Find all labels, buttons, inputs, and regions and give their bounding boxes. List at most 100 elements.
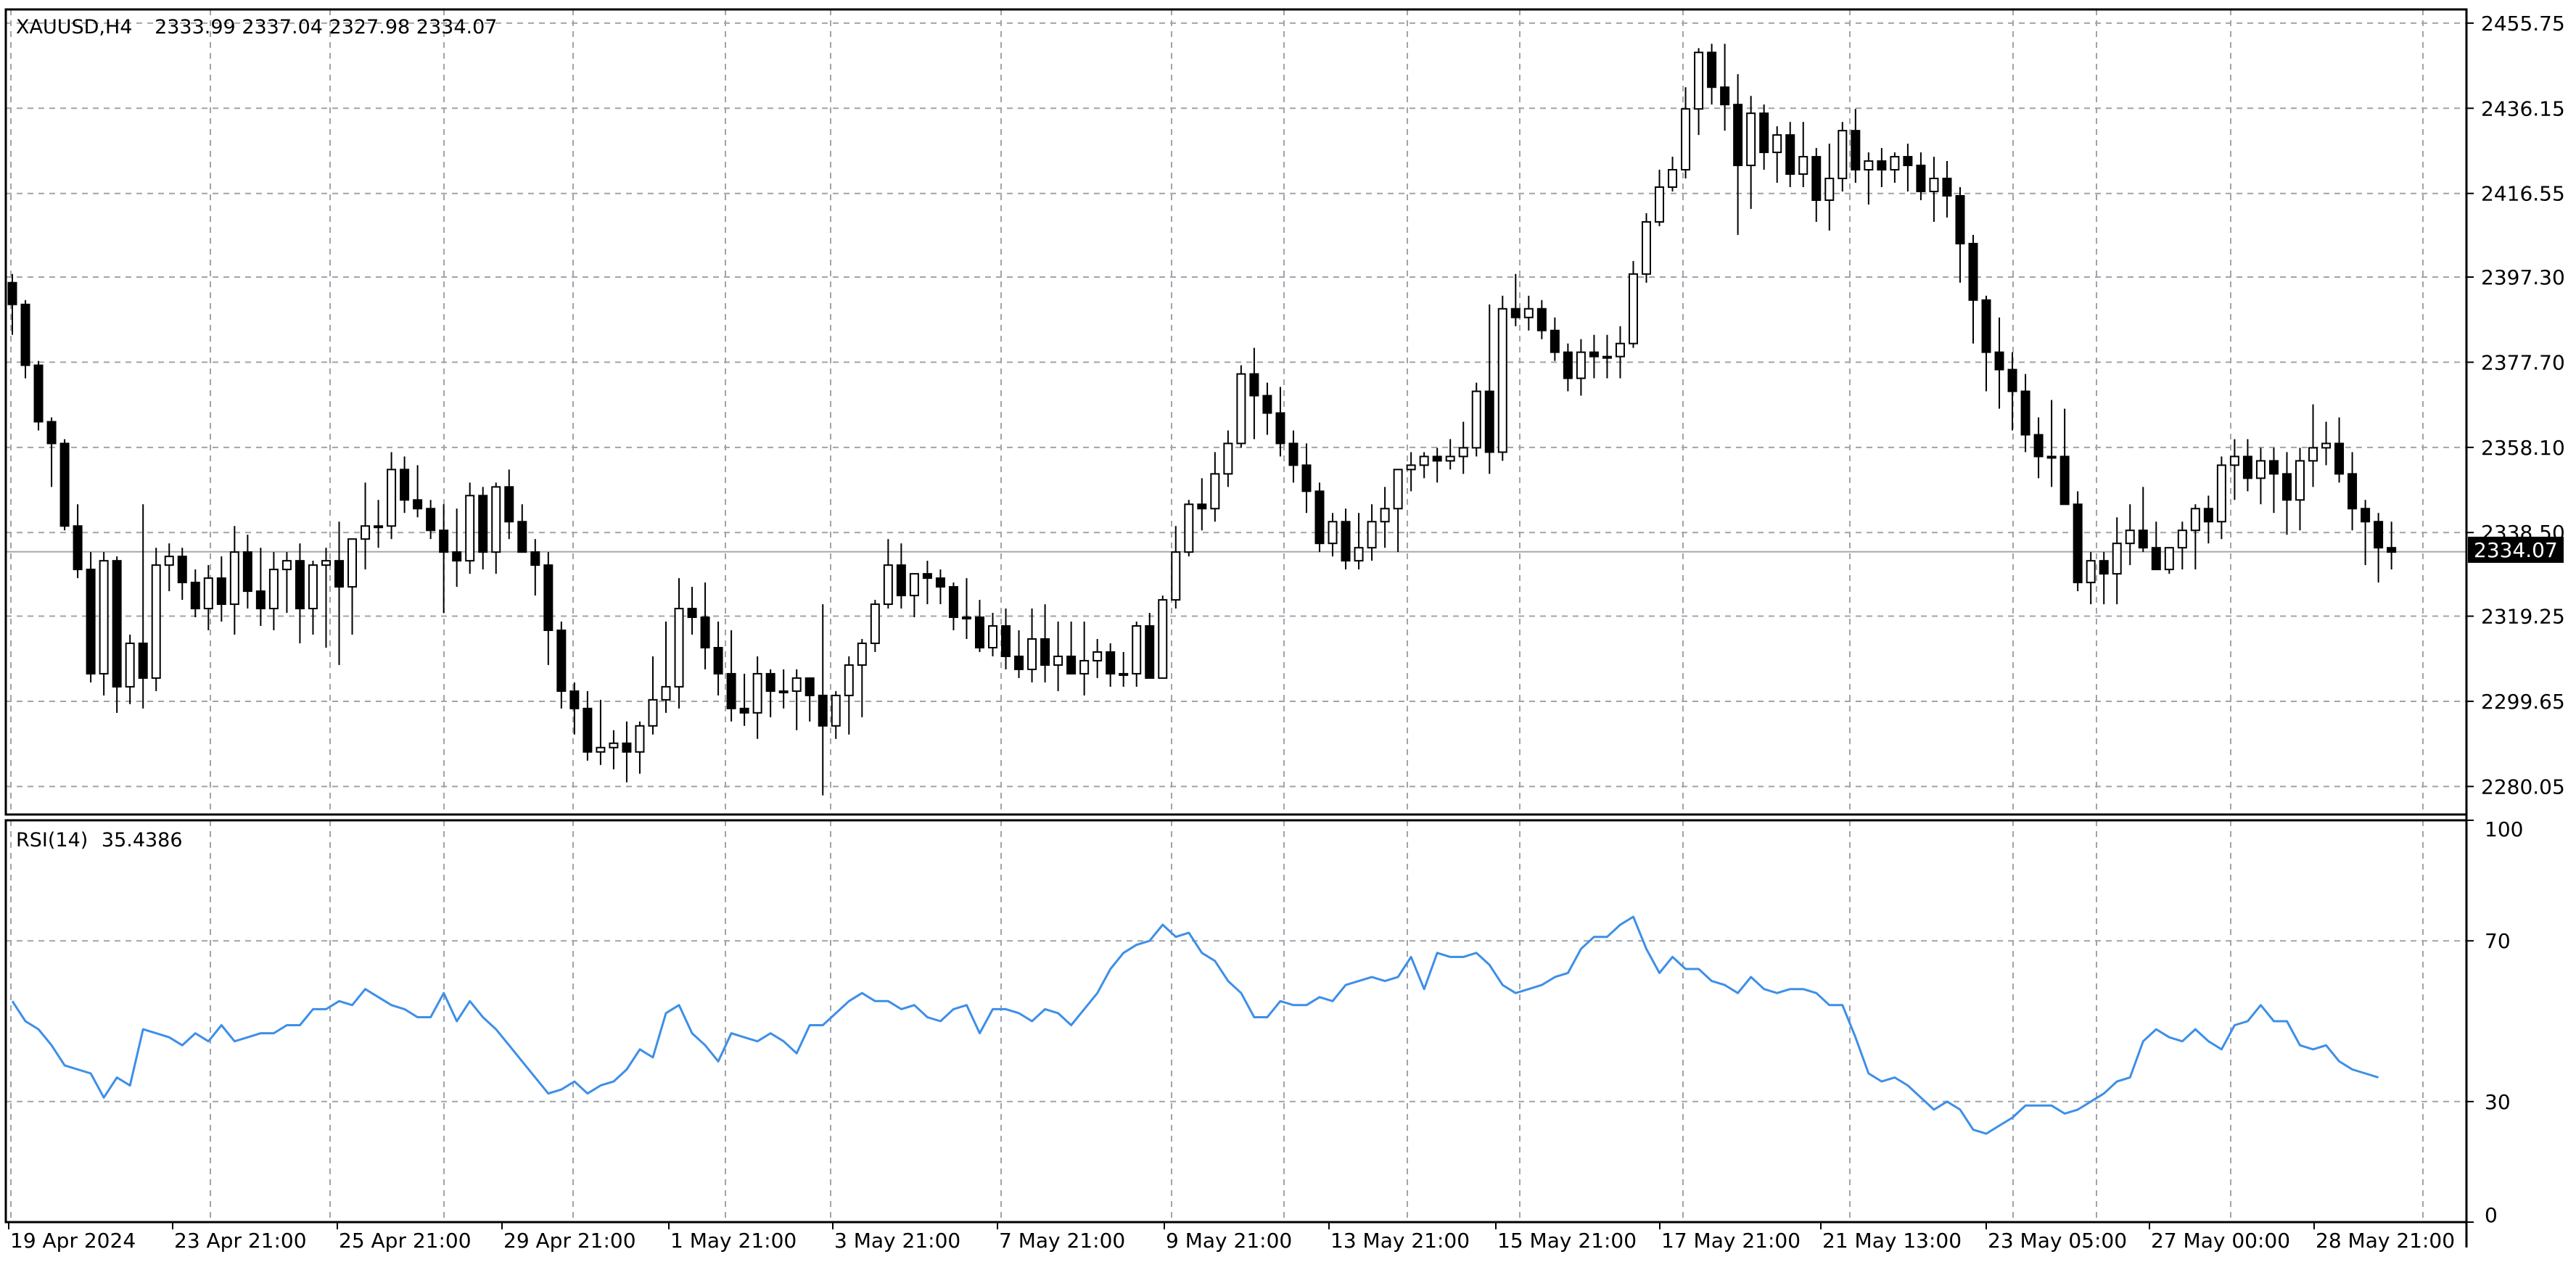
- candle-body-bearish: [1341, 521, 1351, 562]
- candle-body-bearish: [1288, 442, 1299, 466]
- candle-body-bearish: [1040, 638, 1050, 666]
- candle-body-bullish: [1184, 503, 1194, 553]
- candle-body-bullish: [1642, 220, 1651, 275]
- candle-body-bullish: [2164, 547, 2174, 571]
- candle-body-bearish: [295, 560, 305, 610]
- candle-body-bearish: [1955, 194, 1965, 244]
- candle-body-bullish: [1119, 672, 1129, 676]
- candle-body-bearish: [138, 642, 148, 679]
- price-tick-label: 2436.15: [2481, 96, 2565, 120]
- candle-body-bearish: [622, 742, 632, 753]
- candle-body-bullish: [844, 664, 854, 696]
- candle-body-bullish: [203, 577, 213, 610]
- candle-body-bullish: [596, 746, 606, 753]
- candle-body-bearish: [922, 573, 932, 580]
- candle-body-bearish: [713, 646, 723, 675]
- candle-body-bearish: [478, 495, 488, 553]
- price-tick-label: 2280.05: [2481, 775, 2565, 799]
- candle-body-bullish: [1354, 547, 1364, 562]
- candle-body-bearish: [504, 486, 514, 523]
- candle-body-bullish: [1445, 455, 1455, 462]
- candle-body-bullish: [1602, 355, 1612, 359]
- price-grid: [6, 9, 2466, 814]
- candle-body-bearish: [33, 364, 44, 423]
- candle-body-bullish: [2177, 529, 2187, 549]
- candle-body-bullish: [1158, 599, 1168, 679]
- candle-body-bearish: [1994, 351, 2004, 371]
- candle-body-bullish: [2216, 464, 2226, 523]
- candle-body-bullish: [674, 608, 684, 688]
- time-tick-label: 17 May 21:00: [1661, 1229, 1801, 1253]
- candle-body-bearish: [1903, 156, 1913, 167]
- candle-body-bearish: [935, 577, 945, 588]
- candle-body-bullish: [2255, 460, 2266, 479]
- candle-body-bearish: [177, 556, 187, 584]
- candle-body-bearish: [2281, 473, 2292, 501]
- time-tick-label: 27 May 00:00: [2151, 1229, 2290, 1253]
- candle-body-bullish: [870, 603, 880, 644]
- candle-body-bullish: [1576, 351, 1586, 379]
- candle-body-bullish: [465, 495, 475, 562]
- candle-body-bullish: [321, 560, 331, 566]
- candle-body-bullish: [661, 685, 671, 701]
- candle-body-bullish: [1236, 373, 1246, 445]
- candle-body-bearish: [818, 694, 828, 727]
- candle-body-bullish: [1615, 342, 1625, 358]
- candle-body-bullish: [125, 642, 135, 688]
- rsi-tick-label: 0: [2485, 1203, 2498, 1227]
- candle-body-bearish: [439, 529, 449, 553]
- rsi-value: 35.4386: [102, 829, 183, 851]
- candle-body-bullish: [268, 569, 279, 610]
- candle-body-bullish: [1497, 308, 1507, 453]
- candle-body-bearish: [2020, 390, 2030, 436]
- candle-body-bearish: [112, 560, 122, 688]
- candle-body-bullish: [752, 672, 762, 714]
- candle-body-bullish: [1681, 108, 1691, 171]
- candle-body-bearish: [2361, 508, 2371, 523]
- candle-body-bearish: [20, 303, 30, 366]
- candle-body-bearish: [1314, 490, 1325, 545]
- candle-body-bullish: [1471, 390, 1481, 449]
- rsi-line[interactable]: [11, 915, 2379, 1135]
- chart-header: XAUUSD,H4 2333.99 2337.04 2327.98 2334.0…: [16, 16, 497, 38]
- candle-body-bearish: [517, 521, 527, 553]
- time-tick-label: 25 Apr 21:00: [339, 1229, 472, 1253]
- candle-body-bullish: [1694, 51, 1704, 110]
- candle-body-bearish: [2033, 434, 2044, 458]
- candle-body-bearish: [765, 672, 775, 692]
- time-tick-label: 7 May 21:00: [999, 1229, 1125, 1253]
- candle-body-bullish: [1092, 651, 1103, 661]
- candle-body-bullish: [1367, 521, 1377, 549]
- price-candles[interactable]: [7, 44, 2397, 796]
- candle-body-bullish: [1132, 625, 1142, 675]
- candle-body-bearish: [1432, 455, 1442, 462]
- candle-body-bearish: [2138, 529, 2148, 549]
- candle-body-bearish: [1484, 390, 1494, 453]
- candle-body-bullish: [347, 538, 358, 588]
- candle-body-bearish: [700, 616, 710, 648]
- price-tick-label: 2455.75: [2481, 12, 2565, 36]
- price-axis: 2455.75 2436.15 2416.55 2397.30 2377.70 2358.…: [2466, 12, 2565, 799]
- candle-body-bullish: [831, 694, 841, 727]
- candle-body-bearish: [1262, 395, 1272, 414]
- candle-body-bearish: [687, 608, 697, 619]
- candle-body-bullish: [1628, 273, 1638, 345]
- candle-body-bearish: [1066, 655, 1077, 675]
- candle-body-bearish: [1877, 160, 1887, 171]
- candle-body-bearish: [2334, 442, 2345, 475]
- candle-body-bearish: [426, 508, 436, 532]
- candle-body-bullish: [2086, 560, 2096, 584]
- candle-body-bullish: [1210, 473, 1220, 510]
- candle-body-bullish: [99, 560, 109, 675]
- candle-body-bearish: [7, 281, 17, 305]
- candle-body-bearish: [86, 569, 96, 675]
- candle-body-bullish: [909, 573, 919, 597]
- price-tick-label: 2299.65: [2481, 690, 2565, 714]
- candle-body-bearish: [1720, 86, 1730, 106]
- rsi-tick-label: 100: [2485, 817, 2523, 841]
- candle-body-bullish: [361, 525, 371, 540]
- candle-body-bullish: [1458, 447, 1468, 458]
- candle-body-bearish: [1014, 655, 1024, 670]
- candle-body-bullish: [1079, 659, 1090, 675]
